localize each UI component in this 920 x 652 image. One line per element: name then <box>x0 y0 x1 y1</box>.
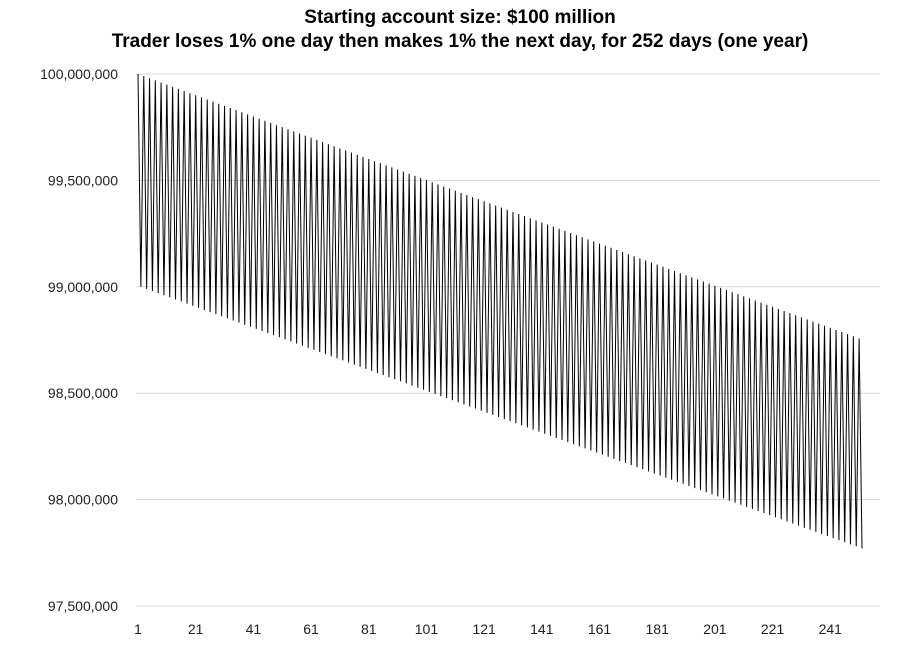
x-tick-label: 121 <box>472 621 496 637</box>
x-tick-label: 41 <box>246 621 262 637</box>
x-axis-ticks: 1 21 41 61 81 101 121 141 161 181 201 221 241 <box>134 621 842 637</box>
x-tick-label: 61 <box>303 621 319 637</box>
gridlines <box>136 74 880 606</box>
x-tick-label: 1 <box>134 621 142 637</box>
series-layer <box>138 74 862 549</box>
y-tick-label: 99,000,000 <box>48 279 118 295</box>
y-tick-label: 98,500,000 <box>48 385 118 401</box>
x-tick-label: 81 <box>361 621 377 637</box>
chart-plot: 100,000,000 99,500,000 99,000,000 98,500,00… <box>0 0 920 652</box>
x-tick-label: 221 <box>761 621 785 637</box>
x-tick-label: 181 <box>646 621 670 637</box>
chart-frame: Starting account size: $100 million Trad… <box>0 0 920 652</box>
x-tick-label: 161 <box>588 621 612 637</box>
y-tick-label: 98,000,000 <box>48 492 118 508</box>
y-tick-label: 100,000,000 <box>40 66 118 82</box>
x-tick-label: 101 <box>415 621 439 637</box>
y-tick-label: 99,500,000 <box>48 172 118 188</box>
x-tick-label: 141 <box>530 621 554 637</box>
y-axis-ticks: 100,000,000 99,500,000 99,000,000 98,500,00… <box>40 66 118 614</box>
y-tick-label: 97,500,000 <box>48 598 118 614</box>
x-tick-label: 21 <box>188 621 204 637</box>
x-tick-label: 201 <box>703 621 727 637</box>
series-line-0 <box>138 74 862 549</box>
x-tick-label: 241 <box>819 621 843 637</box>
